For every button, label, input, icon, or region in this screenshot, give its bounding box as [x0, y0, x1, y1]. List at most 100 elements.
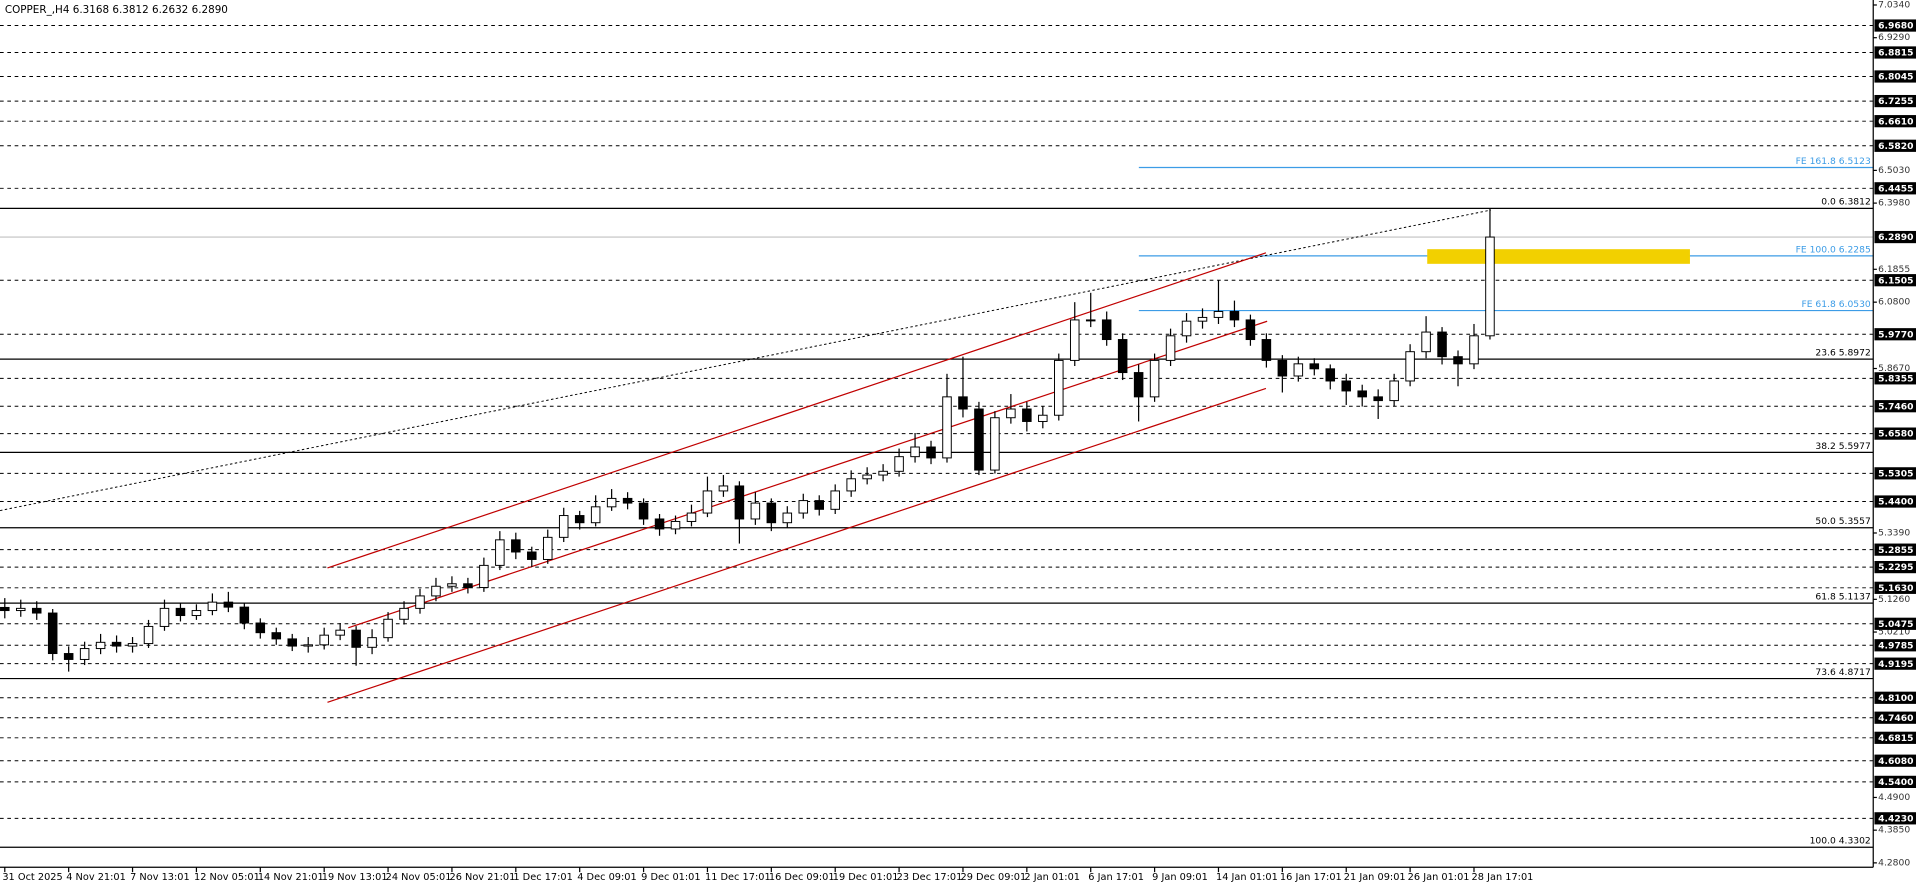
- candle-body: [1229, 311, 1240, 321]
- candle-body: [79, 648, 90, 660]
- fibo-label: 0.0 6.3812: [1821, 197, 1871, 208]
- candle-body: [1325, 368, 1336, 382]
- candle-body: [1245, 319, 1256, 341]
- candle-body: [431, 585, 441, 597]
- chart-title: COPPER_,H4 6.3168 6.3812 6.2632 6.2890: [5, 4, 228, 16]
- candle-body: [638, 502, 649, 520]
- level-tag: [1874, 328, 1916, 341]
- candle-body: [958, 396, 968, 410]
- candle-body: [15, 607, 26, 612]
- candle-body: [654, 518, 665, 530]
- level-label: 6.5820: [1878, 141, 1913, 152]
- candle-body: [1453, 356, 1463, 365]
- candle-body: [1006, 408, 1016, 419]
- target-zone: [1427, 249, 1690, 264]
- candle-body: [351, 629, 361, 648]
- y-tick-label: 5.0210: [1878, 627, 1910, 638]
- candle-body: [63, 653, 74, 660]
- candle-body: [1405, 351, 1415, 382]
- candle-body: [479, 564, 489, 588]
- candle-body: [702, 490, 713, 514]
- level-label: 5.7460: [1878, 401, 1913, 412]
- candle-body: [574, 515, 585, 524]
- candle-body: [686, 512, 697, 522]
- x-tick-label: 31 Oct 2025: [2, 872, 62, 883]
- channel-middle: [348, 320, 1268, 629]
- level-label: 4.4230: [1878, 813, 1913, 824]
- level-tag: [1874, 543, 1916, 556]
- x-tick-label: 7 Nov 13:01: [130, 872, 190, 883]
- level-label: 4.9195: [1878, 659, 1913, 670]
- candle-body: [1437, 331, 1447, 358]
- candle-body: [862, 474, 872, 480]
- fibo-label: 61.8 5.1137: [1815, 592, 1871, 603]
- x-tick-label: 24 Nov 05:01: [386, 872, 452, 883]
- levels-layer: 0.0 6.3812 23.6 5.8972 38.2 5.5977 50.0 5.3…: [0, 25, 1874, 848]
- candle-body: [830, 490, 840, 510]
- candle-body: [878, 470, 888, 476]
- y-tick-label: 6.0800: [1878, 297, 1910, 308]
- level-tag: [1874, 182, 1916, 195]
- expansion-label: FE 100.0 6.2285: [1796, 244, 1871, 255]
- candle-body: [718, 485, 729, 492]
- y-tick-label: 5.8670: [1878, 363, 1910, 374]
- candle-body: [1101, 319, 1112, 341]
- candle-body: [319, 634, 329, 646]
- level-label: 6.7255: [1878, 96, 1913, 107]
- candle-body: [207, 601, 218, 612]
- candle-body: [1341, 380, 1352, 392]
- fibo-label: 23.6 5.8972: [1815, 347, 1870, 358]
- candle-body: [1165, 335, 1176, 361]
- candle-body: [191, 610, 202, 617]
- candle-body: [1293, 363, 1304, 377]
- candle-body: [223, 601, 234, 608]
- candle-body: [335, 629, 345, 636]
- level-label: 4.6080: [1878, 756, 1913, 767]
- candle-body: [1181, 320, 1192, 337]
- level-label: 5.9770: [1878, 329, 1913, 340]
- candle-body: [495, 539, 505, 566]
- level-tag: [1874, 731, 1916, 744]
- level-tag: [1874, 427, 1916, 440]
- level-tag: [1874, 467, 1916, 480]
- level-label: 4.7460: [1878, 713, 1913, 724]
- candle-body: [383, 618, 393, 639]
- level-tag: [1874, 581, 1916, 594]
- candle-body: [1069, 319, 1080, 361]
- candle-body: [95, 641, 106, 650]
- y-tick-label: 6.5030: [1878, 165, 1910, 176]
- candle-body: [974, 408, 984, 471]
- x-tick-label: 11 Dec 17:01: [705, 872, 771, 883]
- candle-body: [910, 446, 920, 458]
- level-label: 5.0475: [1878, 619, 1913, 630]
- candle-body: [415, 595, 425, 609]
- fibo-label: 38.2 5.5977: [1815, 441, 1871, 452]
- candle-body: [926, 446, 936, 459]
- candle-body: [31, 607, 42, 614]
- x-tick-label: 14 Nov 21:01: [258, 872, 324, 883]
- candle-body: [1357, 390, 1367, 398]
- level-label: 6.8815: [1878, 48, 1913, 59]
- y-tick-label: 6.9290: [1878, 32, 1910, 43]
- candle-body: [463, 583, 473, 588]
- candle-body: [1213, 311, 1224, 318]
- candle-body: [1373, 396, 1383, 402]
- fibo-label: 100.0 4.3302: [1810, 836, 1871, 847]
- level-tag: [1874, 19, 1916, 32]
- candle-body: [670, 520, 681, 530]
- x-tick-label: 19 Nov 13:01: [322, 872, 388, 883]
- level-tag: [1874, 139, 1916, 152]
- level-tag: [1874, 754, 1916, 767]
- level-tag: [1874, 617, 1916, 630]
- y-tick-label: 4.3850: [1878, 825, 1910, 836]
- level-label: 4.6815: [1878, 733, 1913, 744]
- candle-body: [175, 607, 186, 617]
- y-tick-label: 6.1855: [1878, 264, 1910, 275]
- candle-body: [782, 512, 793, 524]
- candle-body: [1309, 363, 1320, 370]
- candle-body: [271, 632, 282, 640]
- level-label: 6.8045: [1878, 72, 1913, 83]
